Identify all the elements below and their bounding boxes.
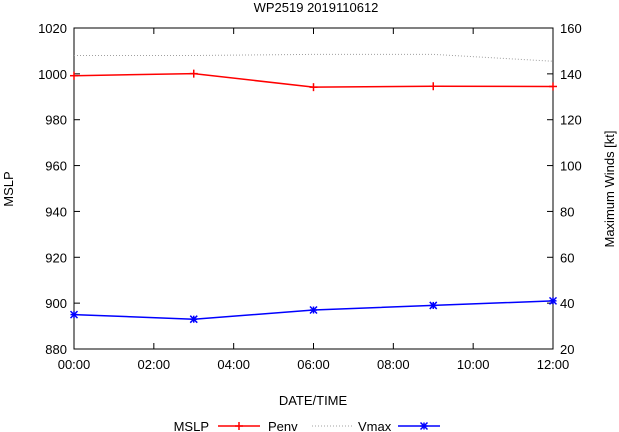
x-tick-label: 02:00 — [138, 357, 171, 372]
legend-penv-label: Penv — [268, 419, 298, 432]
penv-point — [549, 82, 557, 91]
y-tick-label-left: 900 — [45, 296, 67, 311]
y-tick-label-right: 20 — [560, 342, 574, 357]
penv-point — [70, 71, 78, 80]
y-tick-label-right: 120 — [560, 113, 582, 128]
legend-penv-marker — [235, 422, 243, 430]
penv-point — [189, 69, 198, 78]
chart-title: WP2519 2019110612 — [254, 0, 379, 15]
y-tick-label-right: 140 — [560, 67, 582, 82]
penv-point — [309, 83, 318, 92]
x-tick-label: 04:00 — [217, 357, 250, 372]
series-line-dotted — [74, 53, 554, 62]
vmax-point — [189, 315, 198, 324]
penv-point — [429, 82, 438, 91]
y-tick-label-left: 940 — [45, 204, 67, 219]
y-tick-label-right: 40 — [560, 296, 574, 311]
y-tick-label-right: 160 — [560, 21, 582, 36]
x-tick-label: 10:00 — [457, 357, 490, 372]
legend: MSLP Penv Vmax — [174, 419, 440, 432]
vmax-point — [548, 296, 558, 305]
legend-title: MSLP — [174, 419, 209, 432]
x-tick-label: 08:00 — [377, 357, 410, 372]
y-tick-label-right: 60 — [560, 250, 574, 265]
legend-vmax-label: Vmax — [358, 419, 392, 432]
y-axis-label-right: Maximum Winds [kt] — [602, 130, 617, 247]
legend-vmax-marker — [419, 421, 429, 431]
y-tick-label-left: 920 — [45, 250, 67, 265]
vmax-point — [69, 310, 79, 319]
vmax-point — [309, 305, 318, 315]
plot-frame — [73, 27, 554, 350]
y-tick-label-right: 100 — [560, 159, 582, 174]
y-tick-label-left: 960 — [45, 159, 67, 174]
y-axis-label-left: MSLP — [1, 171, 16, 206]
y-tick-label-left: 1020 — [38, 21, 67, 36]
x-tick-label: 12:00 — [537, 357, 570, 372]
vmax-point — [429, 301, 438, 310]
x-axis-label: DATE/TIME — [279, 393, 348, 408]
y-tick-label-left: 1000 — [38, 67, 67, 82]
x-tick-label: 00:00 — [58, 357, 91, 372]
y-tick-label-right: 80 — [560, 204, 574, 219]
y-tick-label-left: 980 — [45, 113, 67, 128]
y-tick-label-left: 880 — [45, 342, 67, 357]
x-tick-label: 06:00 — [297, 357, 330, 372]
